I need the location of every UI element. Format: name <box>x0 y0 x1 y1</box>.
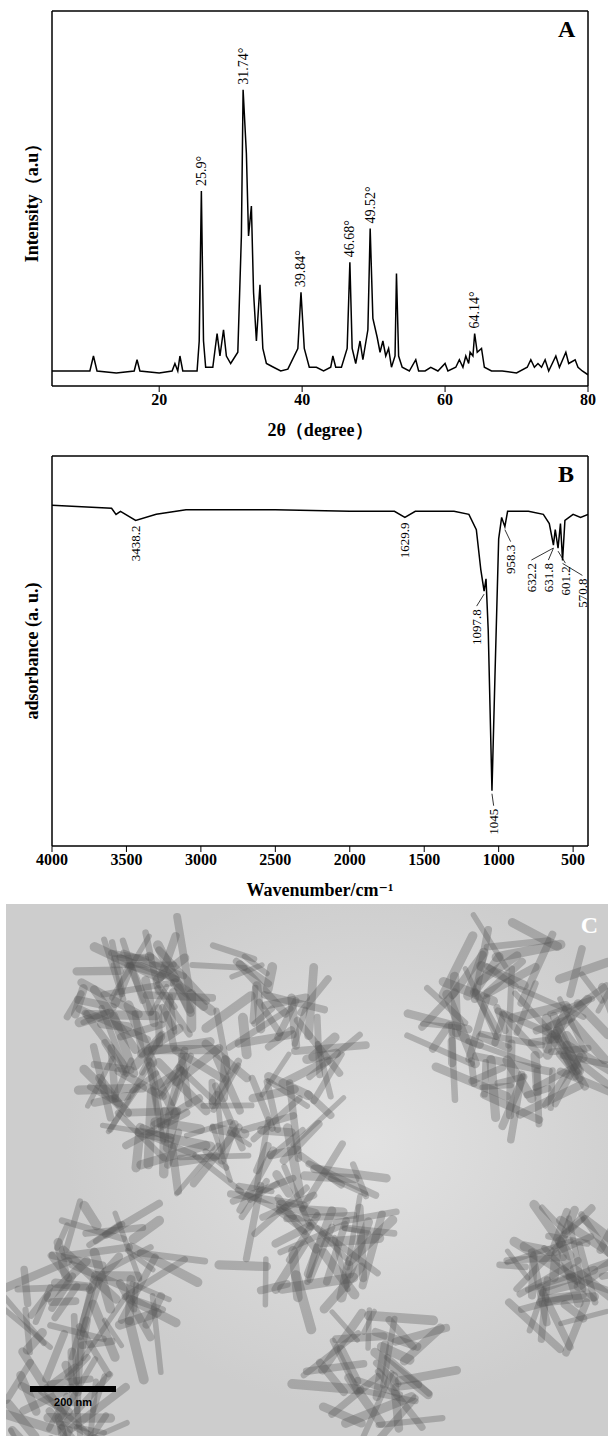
svg-text:1000: 1000 <box>483 851 515 868</box>
svg-text:1500: 1500 <box>408 851 440 868</box>
svg-text:958.3: 958.3 <box>503 545 518 574</box>
svg-text:3000: 3000 <box>185 851 217 868</box>
svg-text:1045: 1045 <box>486 809 501 835</box>
svg-text:631.8: 631.8 <box>541 563 556 592</box>
svg-text:4000: 4000 <box>36 851 68 868</box>
svg-text:25.9°: 25.9° <box>194 156 209 186</box>
svg-text:46.68°: 46.68° <box>342 220 357 257</box>
html-text:C: C <box>580 912 598 938</box>
svg-text:80: 80 <box>580 391 596 408</box>
svg-text:632.2: 632.2 <box>524 563 539 592</box>
svg-text:1097.8: 1097.8 <box>469 609 484 645</box>
svg-text:2000: 2000 <box>334 851 366 868</box>
svg-text:2θ（degree）: 2θ（degree） <box>267 420 372 440</box>
svg-text:3500: 3500 <box>110 851 142 868</box>
html-text:200 nm: 200 nm <box>54 1396 92 1408</box>
svg-text:60: 60 <box>437 391 453 408</box>
svg-text:49.52°: 49.52° <box>363 186 378 223</box>
svg-text:31.74°: 31.74° <box>236 48 251 85</box>
svg-text:40: 40 <box>294 391 310 408</box>
svg-text:3438.2: 3438.2 <box>128 525 143 561</box>
html-text:A: A <box>558 16 576 42</box>
svg-text:500: 500 <box>561 851 585 868</box>
svg-text:601.2: 601.2 <box>558 566 573 595</box>
svg-text:64.14°: 64.14° <box>467 291 482 328</box>
svg-text:1629.9: 1629.9 <box>397 522 412 558</box>
svg-text:Wavenumber/cm⁻¹: Wavenumber/cm⁻¹ <box>247 880 394 900</box>
svg-text:20: 20 <box>151 391 167 408</box>
svg-text:570.8: 570.8 <box>575 578 590 607</box>
svg-text:Intensity（a.u）: Intensity（a.u） <box>22 135 42 263</box>
svg-text:adsorbance (a. u.): adsorbance (a. u.) <box>22 582 43 719</box>
svg-text:2500: 2500 <box>259 851 291 868</box>
svg-text:39.84°: 39.84° <box>293 250 308 287</box>
html-text:B: B <box>558 461 574 487</box>
